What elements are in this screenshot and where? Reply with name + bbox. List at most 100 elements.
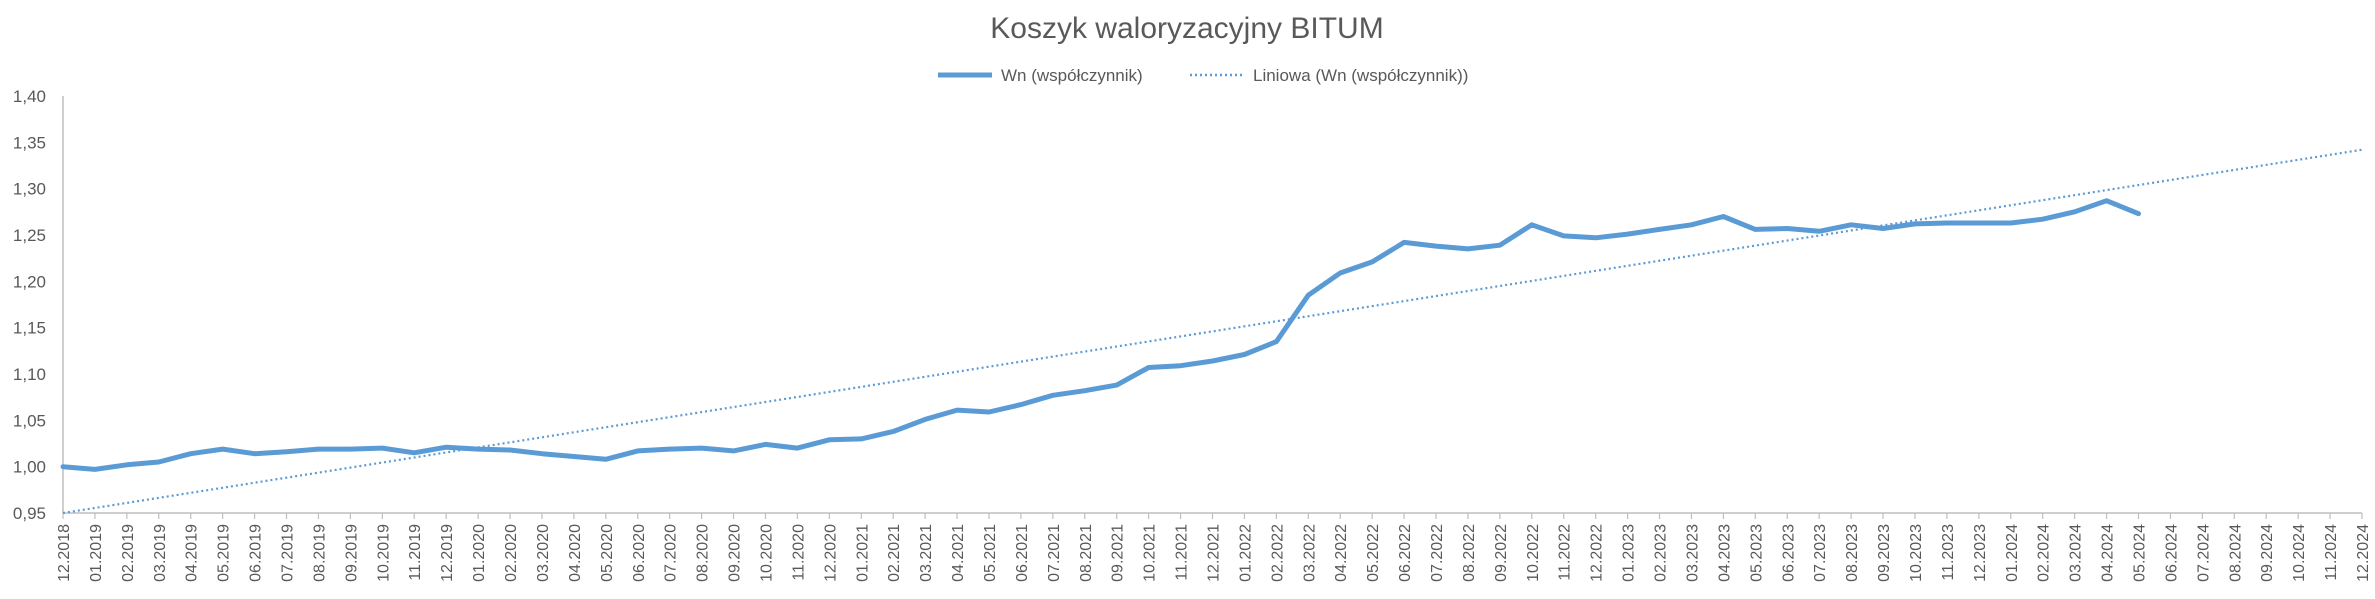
x-tick-label: 11.2020 xyxy=(790,524,807,581)
x-tick-label: 06.2020 xyxy=(631,524,648,582)
x-axis-ticks: 12.2018 01.2019 02.2019 03.2019 04.2019 05.20… xyxy=(56,513,2372,582)
x-tick-label: 10.2024 xyxy=(2291,524,2308,582)
x-tick-label: 06.2022 xyxy=(1397,524,1414,582)
x-tick-label: 04.2022 xyxy=(1333,524,1350,582)
legend: Wn (współczynnik) Liniowa (Wn (współczyn… xyxy=(938,66,1468,85)
y-tick-label: 1,00 xyxy=(13,458,46,477)
data-point xyxy=(1657,227,1662,232)
x-tick-label: 01.2022 xyxy=(1237,524,1254,582)
data-point xyxy=(1306,293,1311,298)
data-point xyxy=(1370,259,1375,264)
x-tick-label: 04.2020 xyxy=(567,524,584,582)
x-tick-label: 08.2020 xyxy=(695,524,712,582)
data-point xyxy=(284,449,289,454)
x-tick-label: 12.2020 xyxy=(822,524,839,582)
y-tick-label: 1,05 xyxy=(13,411,46,430)
data-point xyxy=(1976,220,1981,225)
data-point xyxy=(252,451,257,456)
data-point xyxy=(1146,365,1151,370)
x-tick-label: 02.2019 xyxy=(120,524,137,582)
series-line-wn xyxy=(60,198,2141,472)
data-point xyxy=(859,436,864,441)
data-point xyxy=(1625,232,1630,237)
x-tick-label: 02.2024 xyxy=(2036,524,2053,582)
data-point xyxy=(1753,227,1758,232)
y-tick-label: 1,10 xyxy=(13,365,46,384)
x-tick-label: 03.2020 xyxy=(535,524,552,582)
x-tick-label: 12.2021 xyxy=(1206,524,1223,582)
x-tick-label: 03.2021 xyxy=(918,524,935,582)
legend-label-series: Wn (współczynnik) xyxy=(1001,66,1143,85)
data-point xyxy=(891,429,896,434)
data-point xyxy=(220,447,225,452)
x-tick-label: 01.2023 xyxy=(1621,524,1638,582)
x-tick-label: 05.2020 xyxy=(599,524,616,582)
data-point xyxy=(795,446,800,451)
x-tick-label: 10.2022 xyxy=(1525,524,1542,582)
x-tick-label: 08.2021 xyxy=(1078,524,1095,582)
data-point xyxy=(699,446,704,451)
data-point xyxy=(1274,339,1279,344)
x-tick-label: 05.2023 xyxy=(1748,524,1765,582)
data-point xyxy=(1402,240,1407,245)
x-tick-label: 07.2022 xyxy=(1429,524,1446,582)
x-tick-label: 04.2023 xyxy=(1716,524,1733,582)
y-tick-label: 1,40 xyxy=(13,87,46,106)
data-point xyxy=(1338,270,1343,275)
x-tick-label: 08.2023 xyxy=(1844,524,1861,582)
x-tick-label: 10.2019 xyxy=(375,524,392,582)
data-point xyxy=(1465,246,1470,251)
x-tick-label: 04.2024 xyxy=(2100,524,2117,582)
data-point xyxy=(1018,402,1023,407)
data-point xyxy=(923,417,928,422)
x-tick-label: 04.2021 xyxy=(950,524,967,582)
x-tick-label: 07.2020 xyxy=(663,524,680,582)
data-point xyxy=(731,448,736,453)
data-point xyxy=(476,447,481,452)
data-point xyxy=(1114,383,1119,388)
x-tick-label: 11.2021 xyxy=(1174,524,1191,581)
data-point xyxy=(1912,221,1917,226)
x-tick-label: 09.2024 xyxy=(2259,524,2276,582)
x-tick-label: 03.2024 xyxy=(2068,524,2085,582)
y-tick-label: 1,20 xyxy=(13,272,46,291)
x-tick-label: 06.2021 xyxy=(1014,524,1031,582)
data-point xyxy=(412,450,417,455)
x-tick-label: 08.2022 xyxy=(1461,524,1478,582)
data-point xyxy=(2040,217,2045,222)
data-point xyxy=(1497,243,1502,248)
x-tick-label: 03.2022 xyxy=(1301,524,1318,582)
x-tick-label: 11.2024 xyxy=(2323,524,2340,581)
data-point xyxy=(955,408,960,413)
data-point xyxy=(2072,209,2077,214)
x-tick-label: 07.2024 xyxy=(2195,524,2212,582)
data-point xyxy=(635,448,640,453)
x-tick-label: 05.2019 xyxy=(216,524,233,582)
legend-label-trendline: Liniowa (Wn (współczynnik)) xyxy=(1253,66,1468,85)
x-tick-label: 02.2021 xyxy=(886,524,903,582)
x-tick-label: 11.2019 xyxy=(407,524,424,581)
data-point xyxy=(1721,214,1726,219)
data-point xyxy=(61,464,66,469)
x-tick-label: 09.2021 xyxy=(1110,524,1127,582)
x-tick-label: 03.2023 xyxy=(1684,524,1701,582)
data-point xyxy=(1881,226,1886,231)
x-tick-label: 05.2021 xyxy=(982,524,999,582)
data-point xyxy=(156,460,161,465)
x-tick-label: 02.2023 xyxy=(1653,524,1670,582)
data-point xyxy=(380,446,385,451)
x-tick-label: 10.2023 xyxy=(1908,524,1925,582)
y-tick-label: 1,30 xyxy=(13,180,46,199)
data-point xyxy=(1817,229,1822,234)
x-tick-label: 09.2022 xyxy=(1493,524,1510,582)
x-tick-label: 06.2023 xyxy=(1780,524,1797,582)
data-point xyxy=(1082,388,1087,393)
x-tick-label: 07.2023 xyxy=(1812,524,1829,582)
x-tick-label: 01.2021 xyxy=(854,524,871,582)
x-tick-label: 04.2019 xyxy=(184,524,201,582)
data-point xyxy=(2008,220,2013,225)
data-point xyxy=(1689,222,1694,227)
data-point xyxy=(1242,352,1247,357)
